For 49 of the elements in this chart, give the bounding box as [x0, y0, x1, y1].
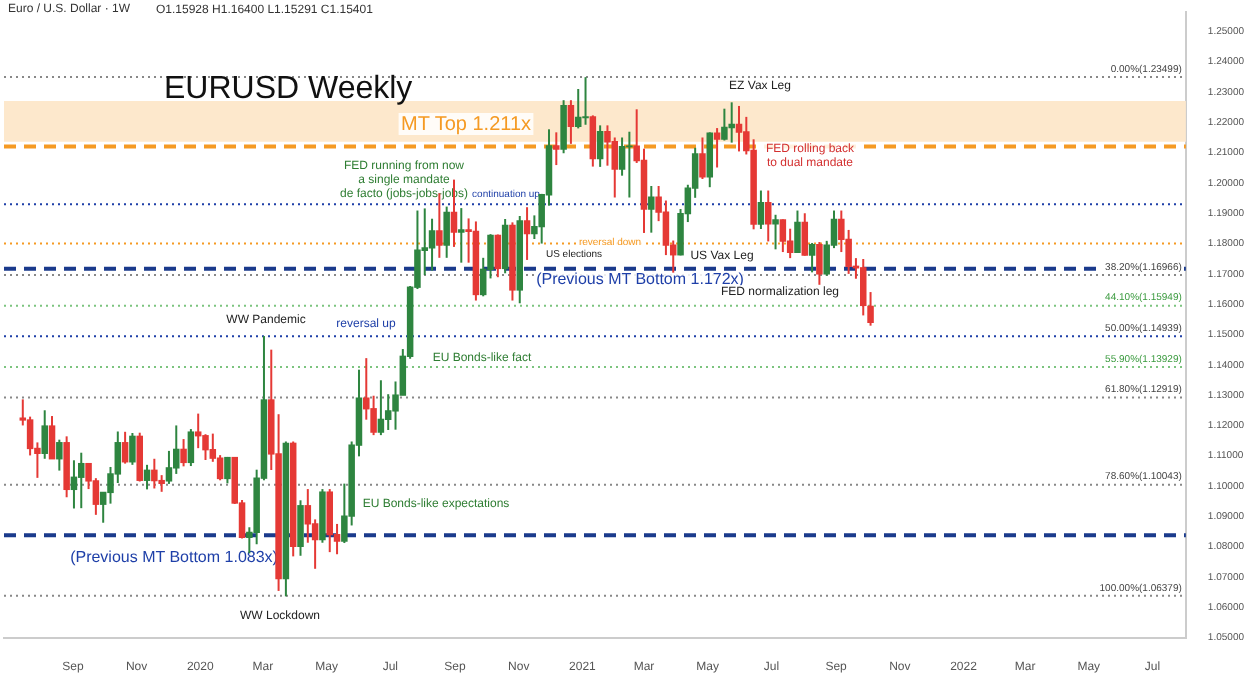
candlestick	[326, 488, 333, 554]
candlestick	[560, 99, 567, 155]
candlestick	[63, 435, 70, 499]
candlestick	[794, 209, 801, 254]
candlestick	[801, 212, 809, 257]
candlestick	[494, 233, 502, 279]
candlestick	[121, 430, 129, 465]
candlestick	[706, 131, 714, 189]
candlestick	[136, 431, 143, 483]
candlestick	[377, 379, 385, 437]
candlestick	[728, 101, 735, 144]
candlestick	[772, 213, 779, 251]
candlestick	[582, 76, 589, 126]
candlestick	[151, 457, 158, 490]
candlestick	[713, 127, 721, 169]
candlestick	[574, 87, 582, 130]
candlestick	[501, 218, 509, 275]
candlestick	[194, 412, 202, 450]
candlestick	[553, 131, 560, 167]
annotation: (Previous MT Bottom 1.172x)	[536, 270, 745, 289]
candlestick	[129, 432, 136, 466]
candlestick	[786, 227, 794, 260]
candlestick	[779, 218, 787, 254]
candlestick	[458, 207, 465, 264]
candlestick	[735, 104, 743, 153]
candlestick	[41, 409, 48, 460]
candlestick	[648, 184, 655, 234]
candlestick	[180, 438, 187, 468]
candlestick	[764, 189, 772, 243]
candlestick	[523, 206, 531, 261]
candlestick	[56, 438, 63, 472]
candlestick	[757, 189, 765, 231]
candlestick	[297, 499, 304, 557]
candlestick	[611, 136, 619, 199]
candlestick	[114, 430, 122, 485]
candlestick	[187, 428, 195, 468]
candlestick	[589, 114, 597, 168]
candlestick	[78, 451, 85, 510]
candlestick	[224, 455, 231, 485]
candlestick	[816, 241, 823, 286]
candlestick	[567, 99, 575, 145]
candlestick	[443, 205, 450, 259]
text: EURUSD Weekly	[164, 72, 413, 108]
candlestick	[596, 124, 604, 168]
annotation: MT Top 1.211x	[400, 113, 532, 136]
candlestick	[699, 136, 706, 181]
candlestick	[721, 107, 728, 142]
candlestick	[48, 415, 56, 460]
candlestick	[808, 241, 816, 274]
